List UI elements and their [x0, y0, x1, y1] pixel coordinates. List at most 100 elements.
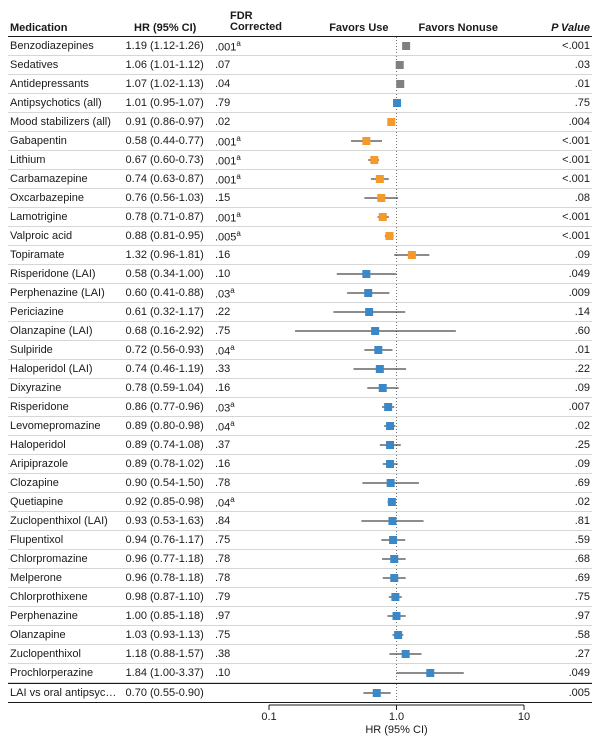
table-row: Antipsychotics (all)1.01 (0.95-1.07).79.…	[8, 94, 592, 113]
medication-name: Lithium	[8, 152, 124, 168]
forest-cell	[259, 398, 536, 416]
p-value: <.001	[536, 133, 592, 149]
table-row: Olanzapine1.03 (0.93-1.13).75.58	[8, 626, 592, 645]
medication-name: Quetiapine	[8, 494, 124, 510]
medication-name: Chlorprothixene	[8, 589, 124, 605]
medication-name: Antipsychotics (all)	[8, 95, 124, 111]
table-row: Perphenazine (LAI)0.60 (0.41-0.88).03a.0…	[8, 284, 592, 303]
p-value: .75	[536, 589, 592, 605]
header-medication: Medication	[8, 22, 132, 36]
forest-cell	[259, 474, 536, 492]
forest-cell	[259, 151, 536, 169]
medication-name: Melperone	[8, 570, 124, 586]
table-row: Topiramate1.32 (0.96-1.81).16.09	[8, 246, 592, 265]
forest-cell	[259, 588, 536, 606]
hr-ci: 1.06 (1.01-1.12)	[124, 57, 213, 73]
table-row: Quetiapine0.92 (0.85-0.98).04a.02	[8, 493, 592, 512]
medication-name: Haloperidol	[8, 437, 124, 453]
fdr-value: .16	[213, 247, 259, 263]
medication-name: Aripiprazole	[8, 456, 124, 472]
hr-ci: 0.92 (0.85-0.98)	[124, 494, 213, 510]
medication-name: Benzodiazepines	[8, 38, 124, 54]
favors-use-label: Favors Use	[329, 22, 388, 36]
hr-ci: 0.78 (0.59-1.04)	[124, 380, 213, 396]
hr-ci: 0.90 (0.54-1.50)	[124, 475, 213, 491]
hr-ci: 0.94 (0.76-1.17)	[124, 532, 213, 548]
forest-cell	[259, 322, 536, 340]
fdr-value: .02	[213, 114, 259, 130]
p-value: .25	[536, 437, 592, 453]
p-value: .01	[536, 342, 592, 358]
table-row: Oxcarbazepine0.76 (0.56-1.03).15.08	[8, 189, 592, 208]
forest-cell	[259, 569, 536, 587]
p-value: .049	[536, 266, 592, 282]
fdr-value: .001a	[213, 151, 259, 170]
fdr-value: .75	[213, 627, 259, 643]
p-value: .09	[536, 456, 592, 472]
hr-ci: 0.76 (0.56-1.03)	[124, 190, 213, 206]
medication-name: Perphenazine (LAI)	[8, 285, 124, 301]
hr-ci: 0.98 (0.87-1.10)	[124, 589, 213, 605]
p-value: <.001	[536, 209, 592, 225]
p-value: .009	[536, 285, 592, 301]
fdr-value: .005a	[213, 227, 259, 246]
medication-name: Levomepromazine	[8, 418, 124, 434]
hr-ci: 0.86 (0.77-0.96)	[124, 399, 213, 415]
forest-cell	[259, 684, 536, 702]
medication-name: Chlorpromazine	[8, 551, 124, 567]
svg-text:0.1: 0.1	[261, 711, 276, 723]
p-value: .68	[536, 551, 592, 567]
fdr-value: .38	[213, 646, 259, 662]
p-value: .69	[536, 475, 592, 491]
table-row: Risperidone0.86 (0.77-0.96).03a.007	[8, 398, 592, 417]
fdr-value: .84	[213, 513, 259, 529]
p-value: .69	[536, 570, 592, 586]
hr-ci: 0.60 (0.41-0.88)	[124, 285, 213, 301]
hr-ci: 0.96 (0.77-1.18)	[124, 551, 213, 567]
table-row: Melperone0.96 (0.78-1.18).78.69	[8, 569, 592, 588]
svg-text:10: 10	[518, 711, 530, 723]
p-value: .049	[536, 665, 592, 681]
hr-ci: 1.00 (0.85-1.18)	[124, 608, 213, 624]
favors-nonuse-label: Favors Nonuse	[419, 22, 498, 36]
forest-plot-table: Medication HR (95% CI) FDR Corrected Fav…	[8, 10, 592, 735]
p-value: <.001	[536, 38, 592, 54]
p-value: <.001	[536, 171, 592, 187]
forest-cell	[259, 493, 536, 511]
header-pvalue: P Value	[532, 20, 592, 36]
fdr-value: .97	[213, 608, 259, 624]
p-value: .007	[536, 399, 592, 415]
fdr-value: .22	[213, 304, 259, 320]
fdr-value: .04a	[213, 493, 259, 512]
hr-ci: 0.96 (0.78-1.18)	[124, 570, 213, 586]
header-hr: HR (95% CI)	[132, 22, 228, 36]
forest-cell	[259, 303, 536, 321]
p-value: .27	[536, 646, 592, 662]
hr-ci: 1.03 (0.93-1.13)	[124, 627, 213, 643]
p-value: .58	[536, 627, 592, 643]
p-value: .60	[536, 323, 592, 339]
forest-cell	[259, 417, 536, 435]
table-row: Clozapine0.90 (0.54-1.50).78.69	[8, 474, 592, 493]
forest-cell	[259, 360, 536, 378]
medication-name: Flupentixol	[8, 532, 124, 548]
table-row: Zuclopenthixol1.18 (0.88-1.57).38.27	[8, 645, 592, 664]
forest-cell	[259, 379, 536, 397]
fdr-value: .37	[213, 437, 259, 453]
medication-name: Sulpiride	[8, 342, 124, 358]
medication-name: Periciazine	[8, 304, 124, 320]
hr-ci: 0.88 (0.81-0.95)	[124, 228, 213, 244]
hr-ci: 1.07 (1.02-1.13)	[124, 76, 213, 92]
medication-name: Lamotrigine	[8, 209, 124, 225]
fdr-value: .001a	[213, 170, 259, 189]
forest-cell	[259, 645, 536, 663]
p-value: .81	[536, 513, 592, 529]
medication-name: Risperidone (LAI)	[8, 266, 124, 282]
forest-cell	[259, 436, 536, 454]
fdr-value: .33	[213, 361, 259, 377]
table-row: Lamotrigine0.78 (0.71-0.87).001a<.001	[8, 208, 592, 227]
forest-cell	[259, 512, 536, 530]
table-row: Sulpiride0.72 (0.56-0.93).04a.01	[8, 341, 592, 360]
fdr-value: .10	[213, 266, 259, 282]
fdr-value: .001a	[213, 208, 259, 227]
